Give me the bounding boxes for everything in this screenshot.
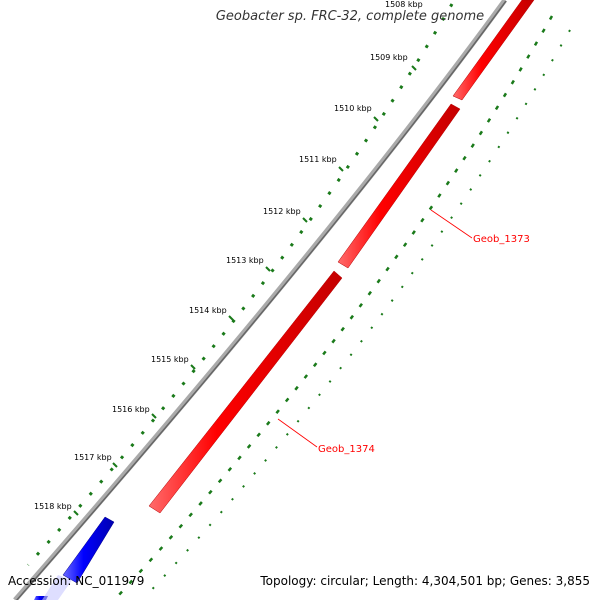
tick-group-1517: 1517 kbp bbox=[74, 453, 118, 468]
inner-dotted-track-1 bbox=[117, 15, 554, 597]
tick-mark bbox=[151, 413, 157, 419]
tick-label: 1511 kbp bbox=[299, 155, 337, 164]
gene-forward-faded bbox=[42, 575, 72, 600]
gene-label-geob-1373[interactable]: Geob_1373 bbox=[473, 234, 530, 245]
tick-label: 1517 kbp bbox=[74, 453, 112, 462]
tick-mark bbox=[73, 510, 79, 516]
tick-group-1511: 1511 kbp bbox=[299, 155, 344, 172]
tick-label: 1510 kbp bbox=[334, 104, 372, 113]
gene-geob-1372-partial[interactable] bbox=[452, 0, 535, 101]
tick-label: 1513 kbp bbox=[226, 256, 264, 265]
tick-mark bbox=[190, 364, 196, 370]
tick-group-1513: 1513 kbp bbox=[226, 256, 271, 272]
tick-mark bbox=[265, 266, 271, 272]
tick-label: 1514 kbp bbox=[189, 306, 227, 315]
tick-label: 1512 kbp bbox=[263, 207, 301, 216]
tick-mark bbox=[228, 315, 234, 321]
tick-mark bbox=[338, 166, 344, 172]
tick-group-1509: 1509 kbp bbox=[370, 53, 417, 71]
tick-mark bbox=[373, 116, 379, 122]
genome-summary: Topology: circular; Length: 4,304,501 bp… bbox=[260, 574, 590, 588]
tick-group-1518: 1518 kbp bbox=[34, 502, 79, 516]
tick-group-1516: 1516 kbp bbox=[112, 405, 157, 419]
gene-geob-1374[interactable] bbox=[148, 270, 343, 514]
tick-label: 1509 kbp bbox=[370, 53, 408, 62]
tick-group-1514: 1514 kbp bbox=[189, 306, 234, 321]
tick-group-1510: 1510 kbp bbox=[334, 104, 379, 122]
tick-label: 1518 kbp bbox=[34, 502, 72, 511]
genome-backbone-shadow bbox=[15, 0, 507, 600]
tick-mark bbox=[112, 462, 118, 468]
gene-label-line-geob-1373 bbox=[430, 209, 473, 239]
gene-geob-1373[interactable] bbox=[337, 103, 461, 269]
outer-dotted-track bbox=[26, 3, 454, 567]
gene-label-line-geob-1374 bbox=[277, 418, 318, 448]
tick-group-1512: 1512 kbp bbox=[263, 207, 308, 223]
tick-mark bbox=[411, 65, 417, 71]
tick-group-1515: 1515 kbp bbox=[151, 355, 196, 370]
genome-title: Geobacter sp. FRC-32, complete genome bbox=[215, 9, 485, 24]
tick-mark bbox=[302, 217, 308, 223]
tick-label: 1515 kbp bbox=[151, 355, 189, 364]
tick-label: 1516 kbp bbox=[112, 405, 150, 414]
tick-label: 1508 kbp bbox=[385, 0, 423, 9]
tick-group-1508: 1508 kbp bbox=[385, 0, 423, 9]
accession-label: Accession: NC_011979 bbox=[8, 574, 145, 588]
genome-backbone bbox=[13, 0, 508, 600]
gene-label-geob-1374[interactable]: Geob_1374 bbox=[318, 444, 375, 455]
gene-forward-1[interactable] bbox=[62, 516, 115, 584]
